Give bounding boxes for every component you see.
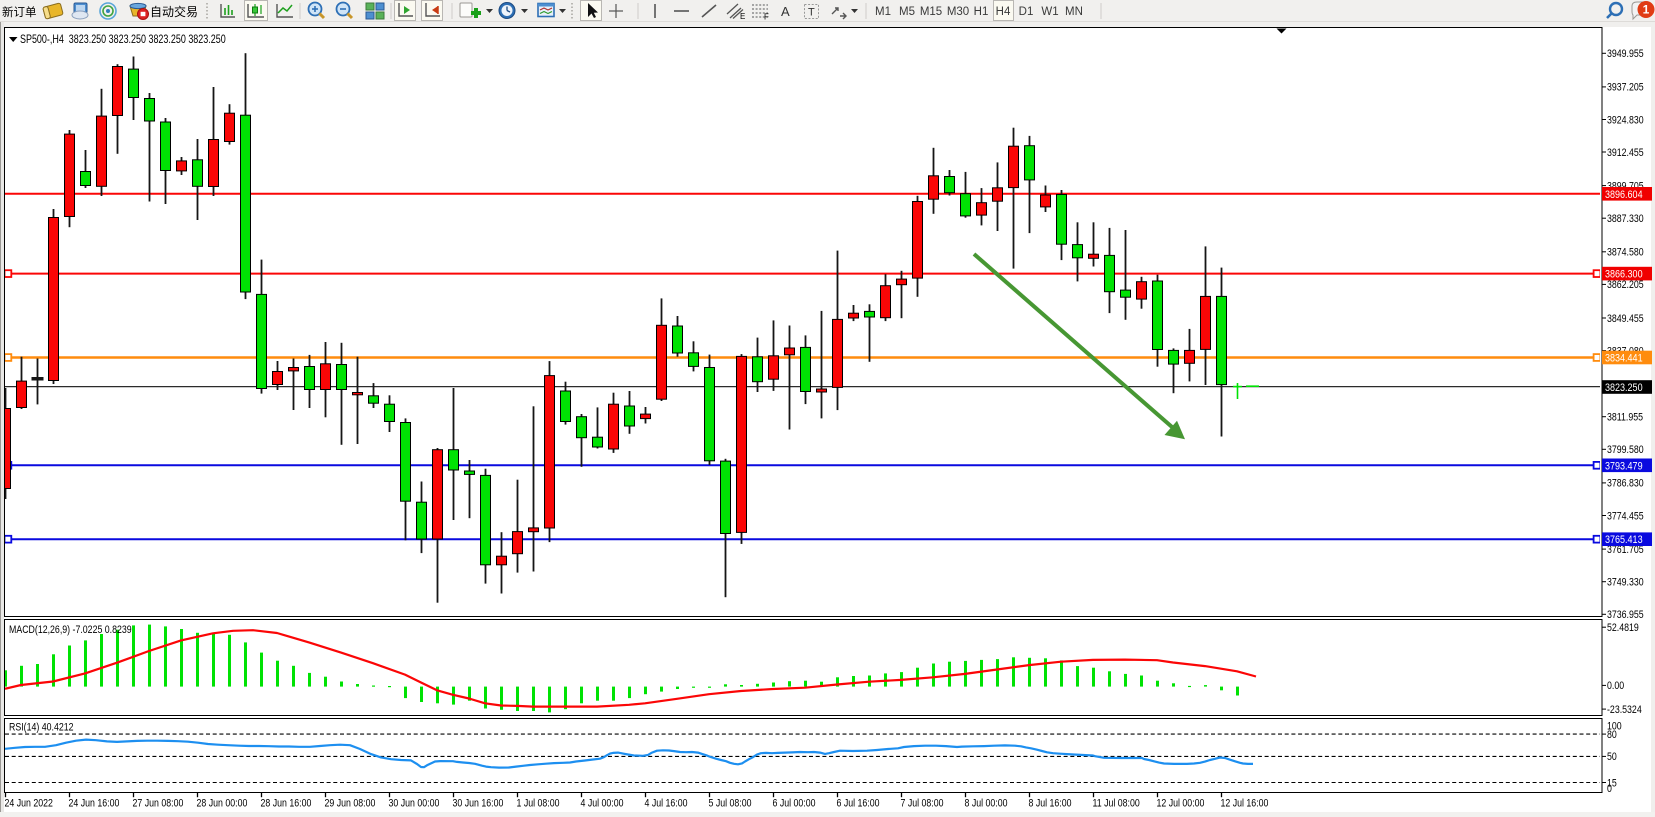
svg-text:新订单: 新订单 <box>2 5 37 19</box>
svg-text:H1: H1 <box>974 6 989 18</box>
svg-text:3924.830: 3924.830 <box>1607 114 1644 126</box>
svg-text:MACD(12,26,9) -7.0225 0.8239: MACD(12,26,9) -7.0225 0.8239 <box>9 624 132 636</box>
svg-text:4 Jul 16:00: 4 Jul 16:00 <box>645 798 688 810</box>
svg-text:A: A <box>781 4 790 19</box>
svg-text:100: 100 <box>1607 721 1622 733</box>
svg-text:M1: M1 <box>875 6 891 18</box>
svg-text:12 Jul 16:00: 12 Jul 16:00 <box>1221 798 1269 810</box>
svg-text:0: 0 <box>1607 783 1612 795</box>
svg-text:6 Jul 00:00: 6 Jul 00:00 <box>773 798 816 810</box>
svg-text:6 Jul 16:00: 6 Jul 16:00 <box>837 798 880 810</box>
svg-text:3793.479: 3793.479 <box>1605 461 1643 473</box>
svg-text:RSI(14) 40.4212: RSI(14) 40.4212 <box>9 722 74 734</box>
svg-text:H4: H4 <box>996 6 1011 18</box>
svg-text:3736.955: 3736.955 <box>1607 609 1644 621</box>
svg-text:3862.205: 3862.205 <box>1607 279 1644 291</box>
svg-text:4 Jul 00:00: 4 Jul 00:00 <box>581 798 624 810</box>
svg-text:3786.830: 3786.830 <box>1607 478 1644 490</box>
svg-text:24 Jun 2022: 24 Jun 2022 <box>5 798 54 810</box>
svg-text:28 Jun 00:00: 28 Jun 00:00 <box>197 798 248 810</box>
svg-text:T: T <box>808 7 815 19</box>
svg-text:0.00: 0.00 <box>1607 680 1625 692</box>
svg-text:3761.705: 3761.705 <box>1607 544 1644 556</box>
svg-text:1: 1 <box>1643 3 1650 17</box>
svg-text:3823.250: 3823.250 <box>1605 382 1643 394</box>
svg-text:3937.205: 3937.205 <box>1607 82 1644 94</box>
svg-text:5 Jul 08:00: 5 Jul 08:00 <box>709 798 752 810</box>
svg-text:27 Jun 08:00: 27 Jun 08:00 <box>133 798 184 810</box>
svg-text:3834.441: 3834.441 <box>1605 353 1643 365</box>
svg-text:30 Jun 00:00: 30 Jun 00:00 <box>389 798 440 810</box>
svg-text:30 Jun 16:00: 30 Jun 16:00 <box>453 798 504 810</box>
svg-text:D1: D1 <box>1019 6 1034 18</box>
svg-text:3765.413: 3765.413 <box>1605 534 1643 546</box>
svg-text:8 Jul 00:00: 8 Jul 00:00 <box>965 798 1008 810</box>
svg-text:15: 15 <box>1607 777 1617 789</box>
svg-text:80: 80 <box>1607 729 1617 741</box>
svg-text:3849.455: 3849.455 <box>1607 313 1644 325</box>
svg-text:E: E <box>740 12 745 21</box>
svg-text:3799.580: 3799.580 <box>1607 444 1644 456</box>
svg-text:W1: W1 <box>1041 6 1058 18</box>
svg-text:50: 50 <box>1607 751 1617 763</box>
svg-text:3749.330: 3749.330 <box>1607 577 1644 589</box>
svg-text:3887.330: 3887.330 <box>1607 213 1644 225</box>
svg-text:MN: MN <box>1065 6 1083 18</box>
svg-text:24 Jun 16:00: 24 Jun 16:00 <box>69 798 120 810</box>
svg-text:8 Jul 16:00: 8 Jul 16:00 <box>1029 798 1072 810</box>
svg-text:1 Jul 08:00: 1 Jul 08:00 <box>517 798 560 810</box>
svg-text:28 Jun 16:00: 28 Jun 16:00 <box>261 798 312 810</box>
svg-text:3874.580: 3874.580 <box>1607 247 1644 259</box>
svg-text:F: F <box>764 13 769 22</box>
svg-text:3912.455: 3912.455 <box>1607 147 1644 159</box>
svg-text:M15: M15 <box>920 6 942 18</box>
svg-text:3866.300: 3866.300 <box>1605 269 1643 281</box>
svg-text:自动交易: 自动交易 <box>150 4 198 19</box>
svg-text:11 Jul 08:00: 11 Jul 08:00 <box>1093 798 1141 810</box>
svg-text:M30: M30 <box>947 6 969 18</box>
svg-text:7 Jul 08:00: 7 Jul 08:00 <box>901 798 944 810</box>
svg-text:3774.455: 3774.455 <box>1607 510 1644 522</box>
svg-text:12 Jul 00:00: 12 Jul 00:00 <box>1157 798 1205 810</box>
svg-text:52.4819: 52.4819 <box>1607 622 1639 634</box>
svg-text:SP500-,H4 3823.250 3823.250 3: SP500-,H4 3823.250 3823.250 3823.250 382… <box>20 34 226 46</box>
svg-text:M5: M5 <box>899 6 915 18</box>
svg-text:-23.5324: -23.5324 <box>1607 704 1642 716</box>
svg-text:3811.955: 3811.955 <box>1607 412 1643 424</box>
svg-text:3949.955: 3949.955 <box>1607 48 1644 60</box>
svg-text:3896.604: 3896.604 <box>1605 189 1643 201</box>
svg-text:29 Jun 08:00: 29 Jun 08:00 <box>325 798 376 810</box>
